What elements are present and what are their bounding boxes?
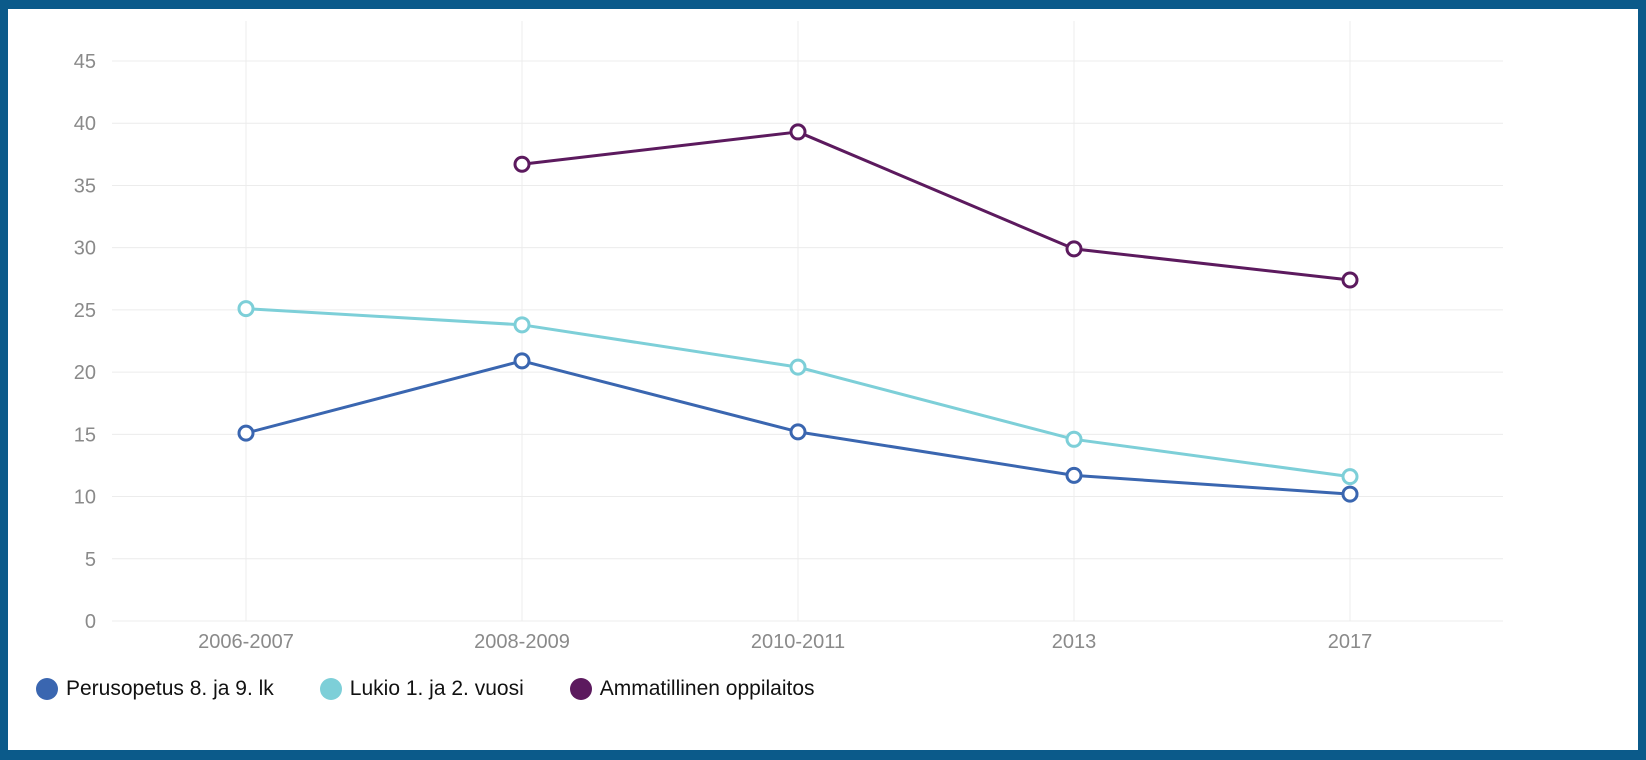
data-point — [1341, 271, 1359, 289]
x-tick-label: 2006-2007 — [198, 631, 294, 653]
data-point — [1065, 430, 1083, 448]
data-point — [1341, 468, 1359, 486]
legend: Perusopetus 8. ja 9. lk Lukio 1. ja 2. v… — [36, 677, 861, 701]
data-point — [789, 423, 807, 441]
x-tick-label: 2010-2011 — [751, 631, 845, 653]
legend-item-lukio[interactable]: Lukio 1. ja 2. vuosi — [319, 677, 524, 701]
legend-label-lukio: Lukio 1. ja 2. vuosi — [349, 677, 524, 700]
line-chart: 0 5 10 15 20 25 30 35 40 45 2006-2007 2008-2009 201… — [74, 21, 1503, 653]
y-tick-label: 5 — [85, 549, 96, 571]
series-line-2 — [521, 130, 1351, 282]
data-point — [237, 424, 255, 442]
x-axis-ticks: 2006-2007 2008-2009 2010-2011 2013 2017 — [198, 631, 1372, 653]
y-tick-label: 40 — [74, 113, 96, 135]
y-tick-label: 0 — [85, 611, 96, 633]
grid-lines — [112, 21, 1503, 622]
data-point — [513, 316, 531, 334]
legend-swatch-lukio — [319, 678, 342, 700]
legend-swatch-perusopetus — [36, 678, 58, 700]
data-point — [1065, 466, 1083, 484]
data-point — [1341, 485, 1359, 503]
data-point — [789, 123, 807, 141]
data-point — [513, 155, 531, 173]
y-tick-label: 10 — [74, 487, 96, 509]
y-tick-label: 45 — [74, 51, 96, 73]
data-point — [1065, 240, 1083, 258]
y-tick-label: 35 — [74, 175, 96, 197]
legend-label-perusopetus: Perusopetus 8. ja 9. lk — [66, 677, 274, 700]
x-tick-label: 2008-2009 — [474, 631, 570, 653]
series-points — [237, 123, 1359, 503]
legend-item-perusopetus[interactable]: Perusopetus 8. ja 9. lk — [36, 677, 274, 701]
y-tick-label: 25 — [74, 300, 96, 322]
data-point — [237, 300, 255, 318]
chart-frame: 0 5 10 15 20 25 30 35 40 45 2006-2007 2008-2009 201… — [8, 9, 1638, 750]
y-tick-label: 15 — [74, 424, 96, 446]
x-tick-label: 2013 — [1052, 631, 1097, 653]
data-point — [513, 352, 531, 370]
legend-item-ammatillinen[interactable]: Ammatillinen oppilaitos — [569, 677, 815, 701]
y-tick-label: 30 — [74, 238, 96, 260]
y-axis-ticks: 0 5 10 15 20 25 30 35 40 45 — [74, 51, 96, 633]
data-point — [789, 358, 807, 376]
y-tick-label: 20 — [74, 362, 96, 384]
legend-label-ammatillinen: Ammatillinen oppilaitos — [599, 677, 815, 700]
x-tick-label: 2017 — [1328, 631, 1373, 653]
legend-swatch-ammatillinen — [569, 678, 592, 700]
